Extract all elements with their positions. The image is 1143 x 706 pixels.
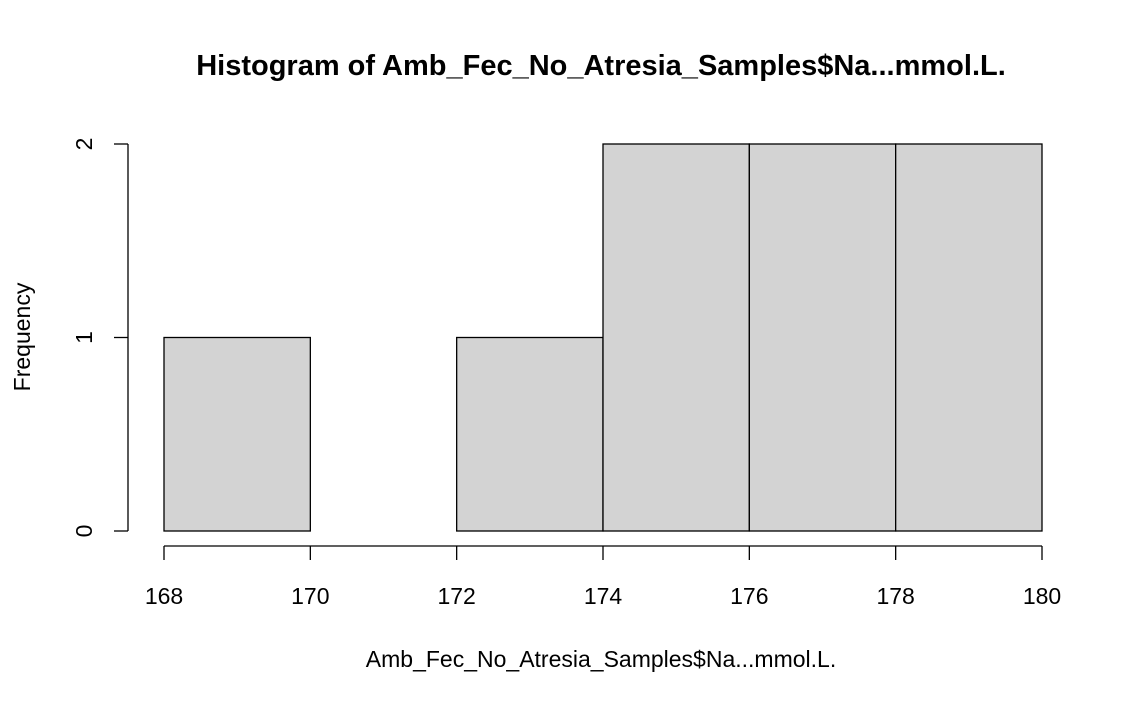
x-axis-label: Amb_Fec_No_Atresia_Samples$Na...mmol.L. xyxy=(366,646,836,672)
x-tick-label: 180 xyxy=(1023,583,1061,609)
x-tick-label: 168 xyxy=(145,583,183,609)
x-tick-label: 178 xyxy=(876,583,914,609)
y-tick-label: 1 xyxy=(71,331,97,344)
y-tick-label: 0 xyxy=(71,525,97,538)
x-axis: 168 170 172 174 176 178 180 xyxy=(145,545,1061,609)
histogram-bar-3 xyxy=(602,143,750,532)
x-tick-label: 172 xyxy=(437,583,475,609)
y-axis: 0 1 2 xyxy=(71,138,129,538)
x-tick-label: 176 xyxy=(730,583,768,609)
histogram-bar-2 xyxy=(456,336,604,532)
histogram-bar-5 xyxy=(895,143,1043,532)
y-tick-label: 2 xyxy=(71,138,97,151)
x-tick-label: 174 xyxy=(584,583,623,609)
chart-title: Histogram of Amb_Fec_No_Atresia_Samples$… xyxy=(196,50,1006,82)
histogram-bar-0 xyxy=(163,336,311,532)
x-tick-label: 170 xyxy=(291,583,329,609)
bars-group xyxy=(163,143,1043,532)
y-axis-label: Frequency xyxy=(9,282,35,391)
histogram-bar-4 xyxy=(748,143,897,532)
